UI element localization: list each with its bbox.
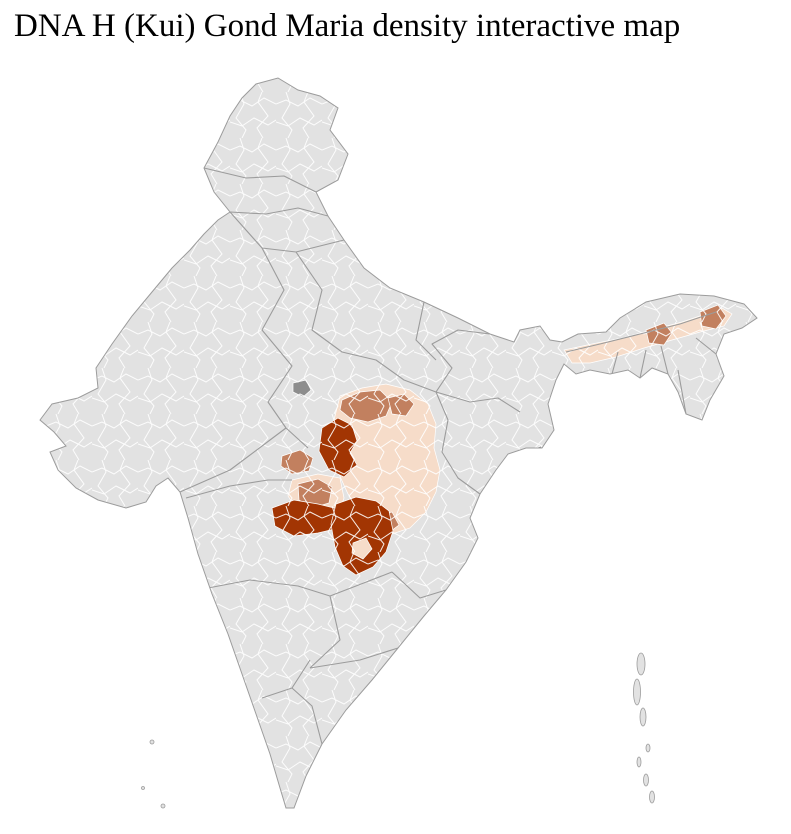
district-gray[interactable] <box>526 445 549 471</box>
state-borders <box>179 167 717 745</box>
india-outline <box>39 77 758 809</box>
andaman-nicobar-islands[interactable] <box>633 652 655 804</box>
page-title: DNA H (Kui) Gond Maria density interacti… <box>14 8 681 44</box>
lakshadweep-islands[interactable] <box>141 739 166 809</box>
